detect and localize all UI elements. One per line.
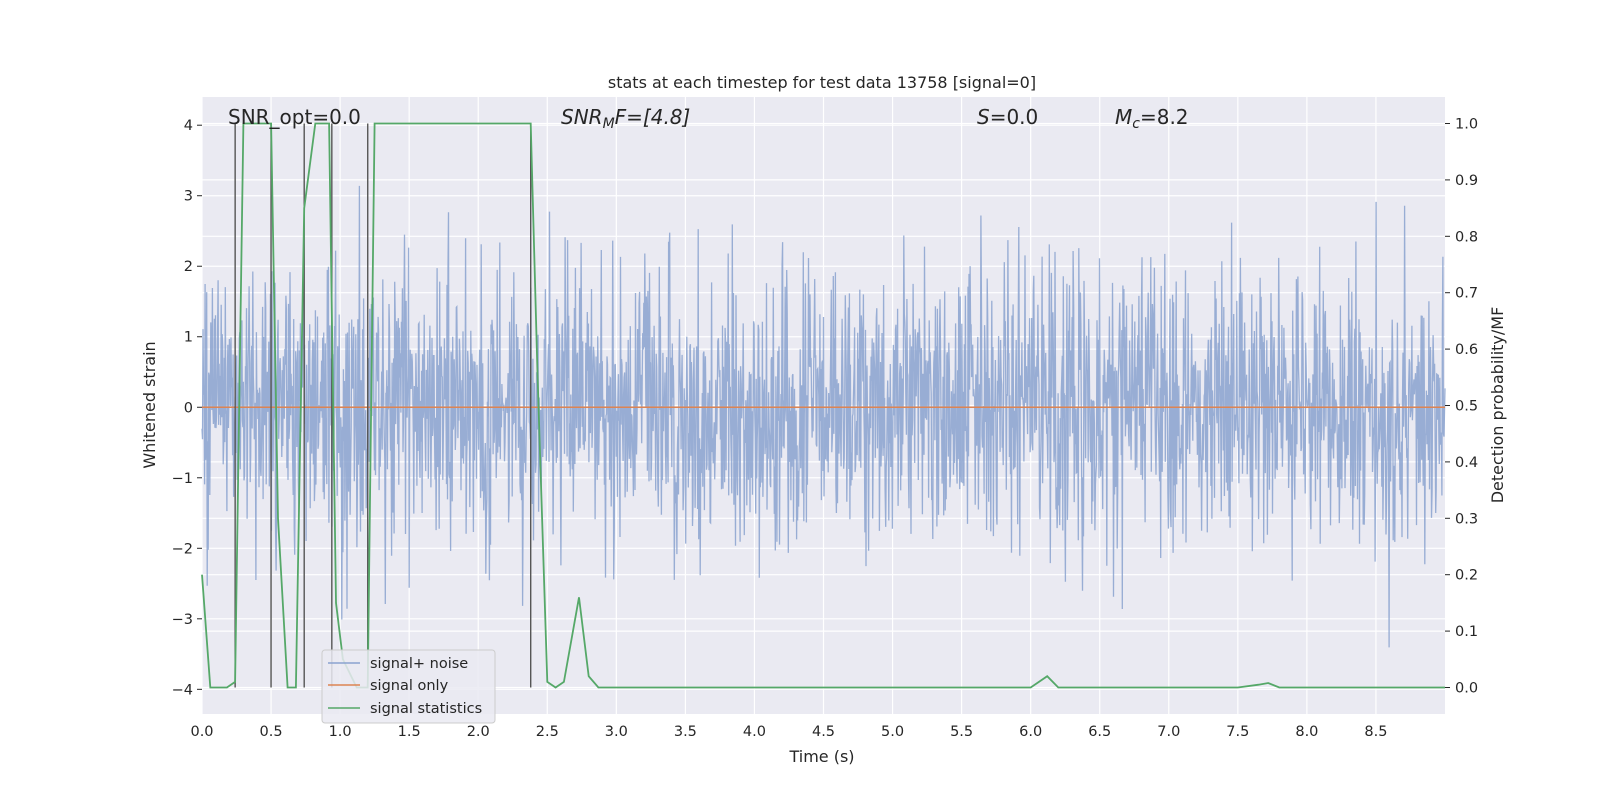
y-tick-label-left: 0	[184, 400, 193, 416]
x-tick-label: 7.0	[1157, 724, 1180, 740]
x-tick-label: 3.0	[605, 724, 628, 740]
y-tick-label-right: 0.7	[1455, 286, 1478, 302]
x-tick-label: 5.0	[881, 724, 904, 740]
annotation-s-var: S	[977, 105, 990, 129]
y-tick-label-right: 0.9	[1455, 173, 1478, 189]
y-tick-label-right: 0.1	[1455, 624, 1478, 640]
y-tick-label-left: −2	[172, 541, 193, 557]
x-tick-label: 1.0	[329, 724, 352, 740]
annotation-mc-sub: c	[1132, 116, 1140, 132]
y-tick-label-right: 0.8	[1455, 229, 1478, 245]
y-tick-label-left: 1	[184, 330, 193, 346]
x-ticks: 0.0 0.5 1.0 1.5 2.0 2.5 3.0 3.5 4.0 4.5 5.0 5.5 6.0 6…	[190, 724, 1387, 740]
x-tick-label: 2.0	[467, 724, 490, 740]
x-tick-label: 8.0	[1295, 724, 1318, 740]
y-tick-label-right: 0.4	[1455, 455, 1478, 471]
y-tick-label-left: 3	[184, 189, 193, 205]
y-tick-label-right: 0.3	[1455, 511, 1478, 527]
signal-noise-line	[201, 185, 1446, 648]
annotation-snr-mf-suffix: F=[4.8]	[615, 105, 691, 129]
annotation-s-value: =0.0	[990, 105, 1039, 129]
x-tick-label: 8.5	[1364, 724, 1387, 740]
y-tick-label-left: −1	[172, 471, 193, 487]
annotation-mc-var: M	[1115, 105, 1132, 129]
x-tick-label: 2.5	[536, 724, 559, 740]
legend: signal+ noise signal only signal statist…	[321, 649, 496, 724]
x-tick-label: 4.5	[812, 724, 835, 740]
legend-label-signal-only: signal only	[370, 678, 449, 694]
legend-box	[321, 649, 496, 724]
signal-statistics-line	[201, 122, 1445, 689]
y-tick-label-right: 1.0	[1455, 117, 1478, 133]
y-tick-label-left: −3	[172, 612, 193, 628]
x-tick-label: 3.5	[674, 724, 697, 740]
x-axis-label: Time (s)	[788, 747, 854, 766]
y-axis-label-left: Whitened strain	[140, 341, 159, 468]
legend-label-signal-noise: signal+ noise	[370, 656, 468, 672]
x-tick-label: 4.0	[743, 724, 766, 740]
noise-series	[201, 185, 1446, 648]
legend-label-signal-statistics: signal statistics	[370, 701, 482, 717]
annotation-mc: Mc=8.2	[1115, 105, 1189, 132]
annotation-snr-opt: SNR_opt=0.0	[228, 105, 361, 129]
annotation-mc-value: =8.2	[1140, 105, 1189, 129]
y-tick-label-right: 0.2	[1455, 568, 1478, 584]
y-tick-label-right: 0.0	[1455, 680, 1478, 696]
annotation-snr-mf: SNRMF=[4.8]	[561, 105, 690, 132]
signal-statistics-series	[201, 122, 1445, 689]
x-tick-label: 7.5	[1226, 724, 1249, 740]
y-tick-label-right: 0.6	[1455, 342, 1478, 358]
chart-title: stats at each timestep for test data 137…	[608, 73, 1036, 92]
y-tick-label-left: 4	[184, 118, 193, 134]
y-ticks-right: 1.0 0.9 0.8 0.7 0.6 0.5 0.4 0.3 0.2 0.1 0.0	[1445, 117, 1478, 696]
annotation-snr-mf-prefix: SNR	[561, 105, 603, 129]
y-tick-label-left: 2	[184, 259, 193, 275]
y-tick-label-left: −4	[172, 682, 193, 698]
x-tick-label: 0.5	[260, 724, 283, 740]
y-tick-label-right: 0.5	[1455, 399, 1478, 415]
x-tick-label: 1.5	[398, 724, 421, 740]
x-tick-label: 6.0	[1019, 724, 1042, 740]
x-tick-label: 5.5	[950, 724, 973, 740]
y-axis-label-right: Detection probability/MF	[1488, 307, 1507, 504]
annotation-snr-mf-sub: M	[603, 116, 615, 132]
x-tick-label: 0.0	[190, 724, 213, 740]
x-tick-label: 6.5	[1088, 724, 1111, 740]
y-ticks-left: 4 3 2 1 0 −1 −2 −3 −4	[172, 118, 202, 698]
annotation-s: S=0.0	[977, 105, 1038, 129]
